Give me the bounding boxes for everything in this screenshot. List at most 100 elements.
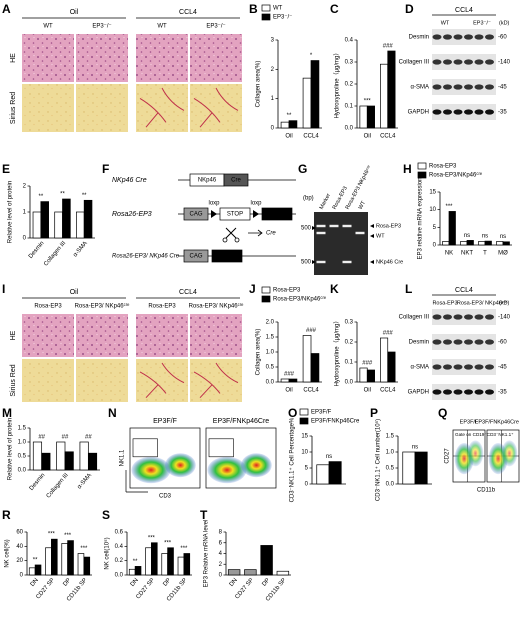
y-tick-label: 0.0 (386, 482, 395, 488)
x-tick-label: Oil (364, 134, 371, 140)
bar (64, 451, 74, 471)
x-tick-label: α-SMA (72, 240, 88, 258)
loxp-site (211, 210, 217, 218)
blot-band (485, 34, 494, 40)
unit-label: (bp) (303, 196, 314, 202)
bar (177, 556, 185, 576)
bar (34, 564, 42, 576)
bar (276, 570, 290, 576)
bar (402, 451, 416, 485)
construct-label: NKp46 Cre (112, 177, 147, 184)
gel-band (355, 231, 365, 235)
bar (183, 553, 191, 576)
bar (54, 211, 63, 239)
blot-band (443, 339, 452, 345)
x-tick-label: DP (62, 577, 72, 587)
significance: *** (64, 533, 72, 539)
genotype-label: WT (441, 20, 450, 26)
cre-label: Cre (266, 231, 276, 237)
blot-band (443, 364, 452, 370)
blot-band (432, 59, 442, 65)
size-label: 500 (301, 260, 312, 266)
y-tick-label: 0.2 (115, 558, 124, 564)
x-tick-label: CCL4 (380, 134, 396, 140)
blot-band (474, 109, 484, 115)
construct-box-label: CAG (189, 254, 202, 260)
legend-label: Rosa-EP3/NKp46ᶜʳᵉ (273, 296, 327, 303)
construct-box (219, 207, 251, 221)
blot-band (453, 314, 463, 320)
band-arrow (370, 224, 374, 228)
bar (83, 556, 91, 576)
blot-band (453, 34, 463, 40)
y-tick-label: 0.1 (345, 360, 354, 366)
genotype-label: WT (43, 24, 53, 30)
protein-label: α-SMA (411, 365, 429, 371)
y-tick-label: 8 (219, 530, 223, 536)
panel-letter: I (2, 282, 5, 296)
y-tick-label: 2 (23, 184, 27, 190)
collagen-fiber (139, 362, 185, 399)
blot-band (443, 59, 452, 65)
x-tick-label: NKT (461, 251, 473, 257)
significance: *** (80, 546, 88, 552)
blot-band (453, 84, 463, 90)
bar (244, 569, 257, 576)
blot-band (474, 389, 484, 395)
marker-label: -140 (498, 60, 511, 66)
group-label: Oil (70, 9, 79, 16)
panel-letter: F (102, 162, 109, 176)
significance: ** (60, 192, 65, 198)
blot-band (485, 109, 494, 115)
legend-swatch (261, 286, 271, 294)
bar (45, 547, 52, 576)
y-tick-label: 10 (301, 450, 308, 456)
panel-letter: Q (438, 406, 447, 420)
blot-band (485, 364, 494, 370)
protein-label: GAPDH (408, 110, 429, 116)
bar (32, 211, 42, 239)
bar (62, 198, 71, 239)
significance: ## (38, 435, 45, 441)
protein-label: Collagen III (399, 315, 430, 321)
construct-box (183, 207, 209, 221)
bar (366, 369, 375, 383)
genotype-label: Rosa-EP3/ NKp46ᶜʳᵉ (189, 303, 245, 310)
protein-label: Desmin (409, 35, 429, 41)
scissors (234, 237, 240, 243)
protein-label: Collagen III (399, 60, 430, 66)
panel-letter: L (405, 282, 412, 296)
bar (167, 547, 174, 576)
y-axis-label: Relative level of protein (8, 418, 14, 480)
bar (316, 464, 330, 485)
bar (478, 241, 486, 246)
y-axis-label: Hydroxyproline（μg/mg） (334, 50, 341, 119)
significance: ** (287, 113, 292, 119)
gel-band (342, 260, 352, 264)
significance: *** (364, 99, 372, 105)
bar (328, 461, 342, 485)
y-axis-label: Collagen area(%) (256, 61, 262, 108)
blot-band (453, 59, 463, 65)
x-tick-label: DN (229, 577, 239, 587)
significance: ** (38, 194, 43, 200)
x-tick-label: Oil (285, 134, 292, 140)
genotype-label: EP3F/FNKp46Cre (213, 418, 270, 425)
flow-density (467, 440, 484, 467)
genotype-label: EP3⁻/⁻ (473, 20, 491, 26)
blot-band (474, 84, 484, 90)
gel-band (316, 231, 326, 235)
group-label: CCL4 (179, 9, 197, 16)
band-arrow (370, 234, 374, 238)
construct-box-label: NKp46 (198, 178, 217, 184)
blot-band (485, 339, 494, 345)
bar (227, 569, 241, 576)
significance: ## (62, 435, 69, 441)
legend-swatch (299, 417, 309, 425)
blot-band (432, 84, 442, 90)
loxp-label: loxp (250, 201, 262, 207)
gel (314, 212, 368, 275)
y-tick-label: 5 (433, 225, 437, 231)
